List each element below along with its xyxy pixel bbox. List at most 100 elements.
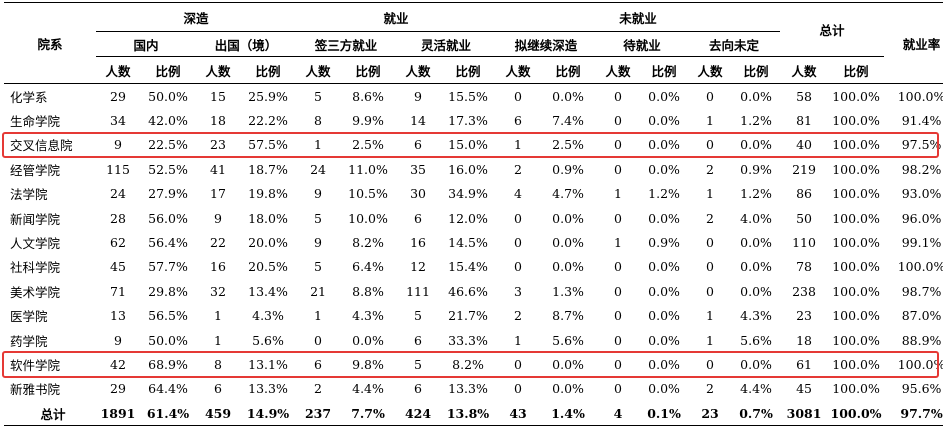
- value-cell: 29.8%: [148, 283, 188, 299]
- value-cell: 0: [514, 235, 522, 251]
- value-cell: 0: [614, 283, 622, 299]
- value-cell: 8.8%: [352, 283, 384, 299]
- value-cell: 18.0%: [248, 210, 288, 226]
- value-cell: 7.4%: [552, 113, 584, 129]
- value-cell: 100.0%: [832, 88, 880, 104]
- value-cell: 0.0%: [552, 210, 584, 226]
- value-cell: 0: [514, 259, 522, 275]
- value-cell: 16.0%: [448, 161, 488, 177]
- dept-cell: 化学系: [10, 89, 48, 105]
- value-cell: 100.0%: [832, 161, 880, 177]
- value-cell: 33.3%: [448, 332, 488, 348]
- value-cell: 20.0%: [248, 235, 288, 251]
- value-cell: 41: [210, 161, 226, 177]
- dept-cell: 总计: [4, 401, 96, 427]
- value-cell: 100.0%: [832, 283, 880, 299]
- employment-table: 院系 深造 就业 未就业 总计 就业率 国内 出国（境） 签三方就业 灵活就业 …: [4, 2, 943, 427]
- value-cell: 1891: [96, 401, 140, 427]
- value-cell: 1: [706, 186, 714, 202]
- value-cell: 4.3%: [352, 308, 384, 324]
- value-cell: 4: [514, 186, 522, 202]
- value-cell: 46.6%: [448, 283, 488, 299]
- value-cell: 0: [706, 235, 714, 251]
- value-cell: 0: [514, 356, 522, 372]
- value-cell: 1.2%: [740, 186, 772, 202]
- value-cell: 13.8%: [440, 401, 497, 427]
- value-cell: 0: [614, 161, 622, 177]
- value-cell: 0.0%: [648, 137, 680, 153]
- value-cell: 9: [314, 186, 322, 202]
- value-cell: 57.7%: [148, 259, 188, 275]
- value-cell: 0: [614, 88, 622, 104]
- value-cell: 1.3%: [552, 283, 584, 299]
- value-cell: 52.5%: [148, 161, 188, 177]
- header-count: 人数: [688, 56, 733, 84]
- value-cell: 100.0%: [897, 356, 943, 372]
- header-contract-employment: 签三方就业: [296, 31, 397, 57]
- value-cell: 32: [210, 283, 226, 299]
- dept-cell: 美术学院: [10, 284, 61, 300]
- value-cell: 0: [706, 137, 714, 153]
- value-cell: 100.0%: [832, 381, 880, 397]
- value-cell: 4.3%: [740, 308, 772, 324]
- value-cell: 88.9%: [901, 332, 942, 348]
- value-cell: 219: [792, 161, 816, 177]
- value-cell: 1: [614, 235, 622, 251]
- dept-cell: 药学院: [10, 333, 48, 349]
- value-cell: 93.0%: [901, 186, 942, 202]
- header-ratio: 比例: [340, 56, 397, 84]
- value-cell: 81: [796, 113, 812, 129]
- value-cell: 100.0%: [828, 401, 885, 427]
- value-cell: 0.0%: [648, 332, 680, 348]
- value-cell: 5: [314, 210, 322, 226]
- value-cell: 6: [514, 113, 522, 129]
- value-cell: 6: [414, 332, 422, 348]
- value-cell: 0.0%: [648, 283, 680, 299]
- value-cell: 0: [614, 210, 622, 226]
- value-cell: 115: [106, 161, 130, 177]
- value-cell: 9: [214, 210, 222, 226]
- header-count: 人数: [396, 56, 441, 84]
- dept-cell: 法学院: [10, 187, 48, 203]
- value-cell: 15: [210, 88, 226, 104]
- header-count: 人数: [296, 56, 341, 84]
- value-cell: 17.3%: [448, 113, 488, 129]
- value-cell: 12: [410, 259, 426, 275]
- value-cell: 1.2%: [648, 186, 680, 202]
- value-cell: 6: [314, 356, 322, 372]
- value-cell: 10.0%: [348, 210, 388, 226]
- value-cell: 96.0%: [901, 210, 942, 226]
- value-cell: 42: [110, 356, 126, 372]
- header-abroad: 出国（境）: [196, 31, 297, 57]
- value-cell: 34.9%: [448, 186, 488, 202]
- header-count: 人数: [496, 56, 541, 84]
- value-cell: 0.0%: [648, 308, 680, 324]
- value-cell: 9.8%: [352, 356, 384, 372]
- value-cell: 98.7%: [901, 283, 942, 299]
- value-cell: 3081: [780, 401, 829, 427]
- table-row: 社科学院 45 57.7% 16 20.5% 5 6.4% 12 15.4% 0 0.0% 0 0.0%…: [4, 255, 943, 279]
- value-cell: 5: [314, 88, 322, 104]
- value-cell: 99.1%: [901, 235, 942, 251]
- value-cell: 45: [796, 381, 812, 397]
- value-cell: 23: [688, 401, 733, 427]
- value-cell: 1: [514, 332, 522, 348]
- value-cell: 2: [706, 161, 714, 177]
- value-cell: 0.0%: [648, 381, 680, 397]
- value-cell: 68.9%: [148, 356, 188, 372]
- header-flexible-employment: 灵活就业: [396, 31, 497, 57]
- value-cell: 43: [496, 401, 541, 427]
- value-cell: 100.0%: [832, 113, 880, 129]
- value-cell: 16: [410, 235, 426, 251]
- dept-cell: 人文学院: [10, 236, 61, 252]
- value-cell: 0.9%: [648, 235, 680, 251]
- table-row: 经管学院 115 52.5% 41 18.7% 24 11.0% 35 16.0% 2 0.9% 0 0…: [4, 157, 943, 181]
- value-cell: 0.9%: [740, 161, 772, 177]
- value-cell: 34: [110, 113, 126, 129]
- value-cell: 9: [114, 137, 122, 153]
- value-cell: 1: [514, 137, 522, 153]
- value-cell: 15.4%: [448, 259, 488, 275]
- header-count: 人数: [596, 56, 641, 84]
- table-body: 化学系 29 50.0% 15 25.9% 5 8.6% 9 15.5% 0 0.0% 0 0.0% 0 0…: [4, 84, 943, 427]
- header-ratio: 比例: [140, 56, 196, 84]
